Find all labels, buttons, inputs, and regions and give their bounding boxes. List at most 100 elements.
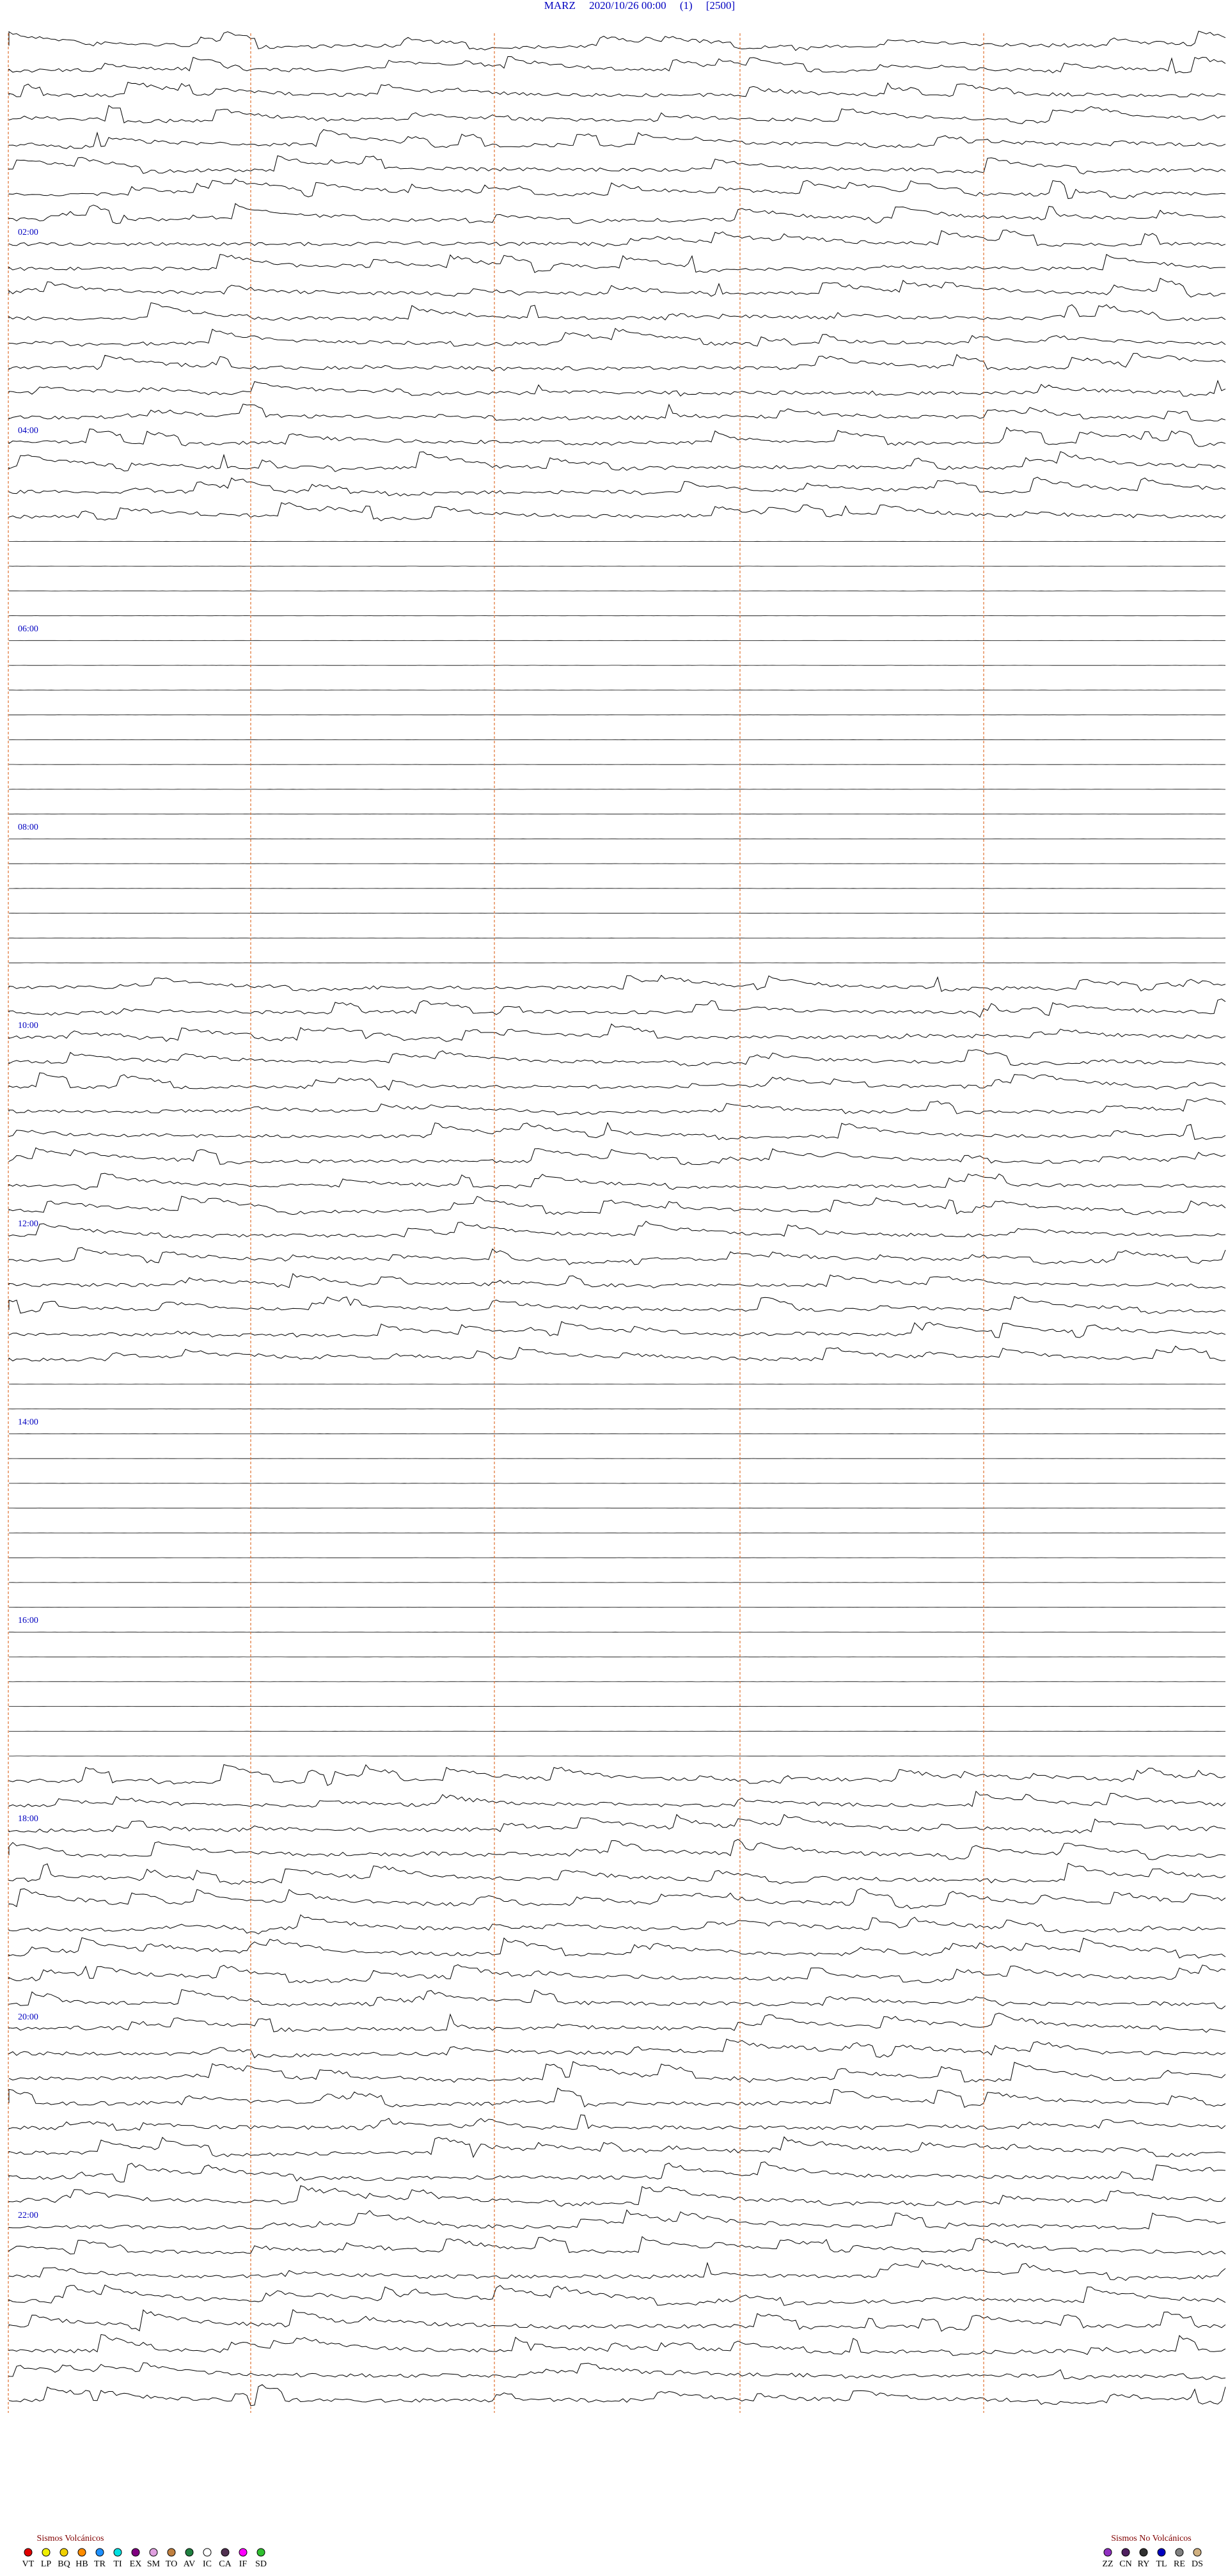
legend-marker [167, 2548, 176, 2557]
legend-marker [1103, 2548, 1112, 2557]
trace [8, 203, 1226, 225]
trace [8, 1121, 1226, 1141]
legend: Sismos Volcánicos VT LP BQ HB TR TI EX SM TO AV IC C… [22, 2534, 1203, 2569]
legend-marker [185, 2548, 194, 2557]
trace [8, 1964, 1226, 1984]
trace [8, 477, 1226, 496]
legend-marker [239, 2548, 248, 2557]
trace [8, 1196, 1226, 1215]
legend-code: LP [41, 2559, 52, 2569]
trace [8, 56, 1226, 74]
trace [8, 1147, 1226, 1166]
trace [8, 328, 1226, 347]
trace [8, 1072, 1226, 1091]
trace [8, 1914, 1226, 1934]
trace [8, 1273, 1226, 1289]
trace [8, 2384, 1226, 2406]
trace [8, 1863, 1226, 1885]
trace [8, 1345, 1226, 1362]
legend-marker [203, 2548, 212, 2557]
legend-marker [24, 2548, 33, 2557]
hour-label: 02:00 [18, 228, 38, 237]
legend-code: TL [1156, 2559, 1167, 2569]
legend-code: CN [1119, 2559, 1131, 2569]
hour-label: 20:00 [18, 2012, 38, 2022]
legend-code: EX [130, 2559, 142, 2569]
trace [8, 404, 1226, 422]
trace [8, 2161, 1226, 2183]
hour-label: 22:00 [18, 2211, 38, 2220]
legend-code: AV [184, 2559, 195, 2569]
legend-code: RY [1138, 2559, 1150, 2569]
legend-code: IC [203, 2559, 212, 2569]
legend-code: RE [1174, 2559, 1185, 2569]
legend-marker [1157, 2548, 1166, 2557]
legend-marker [221, 2548, 230, 2557]
trace [8, 2209, 1226, 2230]
trace [8, 1098, 1226, 1116]
hour-label: 04:00 [18, 426, 38, 436]
trace [8, 1888, 1226, 1909]
trace [8, 1838, 1226, 1860]
trace [8, 427, 1226, 447]
traces [8, 31, 1226, 2413]
hour-label: 08:00 [18, 823, 38, 832]
trace [8, 2061, 1226, 2083]
hour-label: 06:00 [18, 624, 38, 634]
trace [8, 2259, 1226, 2281]
legend-code: HB [75, 2559, 88, 2569]
hour-label: 10:00 [18, 1021, 38, 1031]
trace [8, 1813, 1226, 1834]
trace [8, 2136, 1226, 2158]
trace [8, 2362, 1226, 2380]
legend-marker [149, 2548, 158, 2557]
trace [8, 451, 1226, 472]
legend-code: TO [166, 2559, 177, 2569]
trace [8, 1989, 1226, 2009]
trace [8, 1295, 1226, 1315]
hour-label: 16:00 [18, 1616, 38, 1625]
trace [8, 230, 1226, 247]
trace [8, 2236, 1226, 2256]
legend-title: Sismos Volcánicos [37, 2534, 104, 2543]
trace [8, 254, 1225, 273]
legend-code: BQ [58, 2559, 70, 2569]
legend-code: SD [255, 2559, 267, 2569]
trace [8, 155, 1226, 175]
trace [8, 31, 1226, 51]
hour-labels: 02:00 04:00 06:00 08:00 10:00 12:00 14:00 16:00… [18, 228, 38, 2220]
legend-marker [1193, 2548, 1202, 2557]
legend-code: ZZ [1102, 2559, 1113, 2569]
trace [8, 1764, 1226, 1786]
legend-code: TI [113, 2559, 122, 2569]
trace [8, 1321, 1226, 1338]
trace [8, 2334, 1226, 2356]
legend-code: CA [219, 2559, 232, 2569]
trace [8, 1221, 1226, 1238]
trace [8, 81, 1226, 98]
legend-title: Sismos No Volcánicos [1111, 2534, 1192, 2543]
legend-code: VT [22, 2559, 35, 2569]
legend-marker [42, 2548, 51, 2557]
title: MARZ 2020/10/26 00:00 (1) [2500] [544, 0, 735, 12]
trace [8, 2185, 1226, 2207]
trace [8, 2284, 1226, 2306]
hour-label: 14:00 [18, 1418, 38, 1427]
trace [8, 2087, 1226, 2108]
legend-marker [113, 2548, 122, 2557]
legend-code: DS [1192, 2559, 1203, 2569]
legend-marker [1175, 2548, 1184, 2557]
legend-marker [1121, 2548, 1130, 2557]
legend-code: TR [94, 2559, 106, 2569]
trace [8, 2039, 1226, 2058]
legend-marker [1139, 2548, 1148, 2557]
trace [8, 278, 1226, 297]
trace [8, 1023, 1226, 1042]
trace [8, 129, 1226, 149]
legend-code: IF [239, 2559, 248, 2569]
legend-marker [59, 2548, 68, 2557]
legend-marker [131, 2548, 140, 2557]
trace [8, 352, 1226, 372]
